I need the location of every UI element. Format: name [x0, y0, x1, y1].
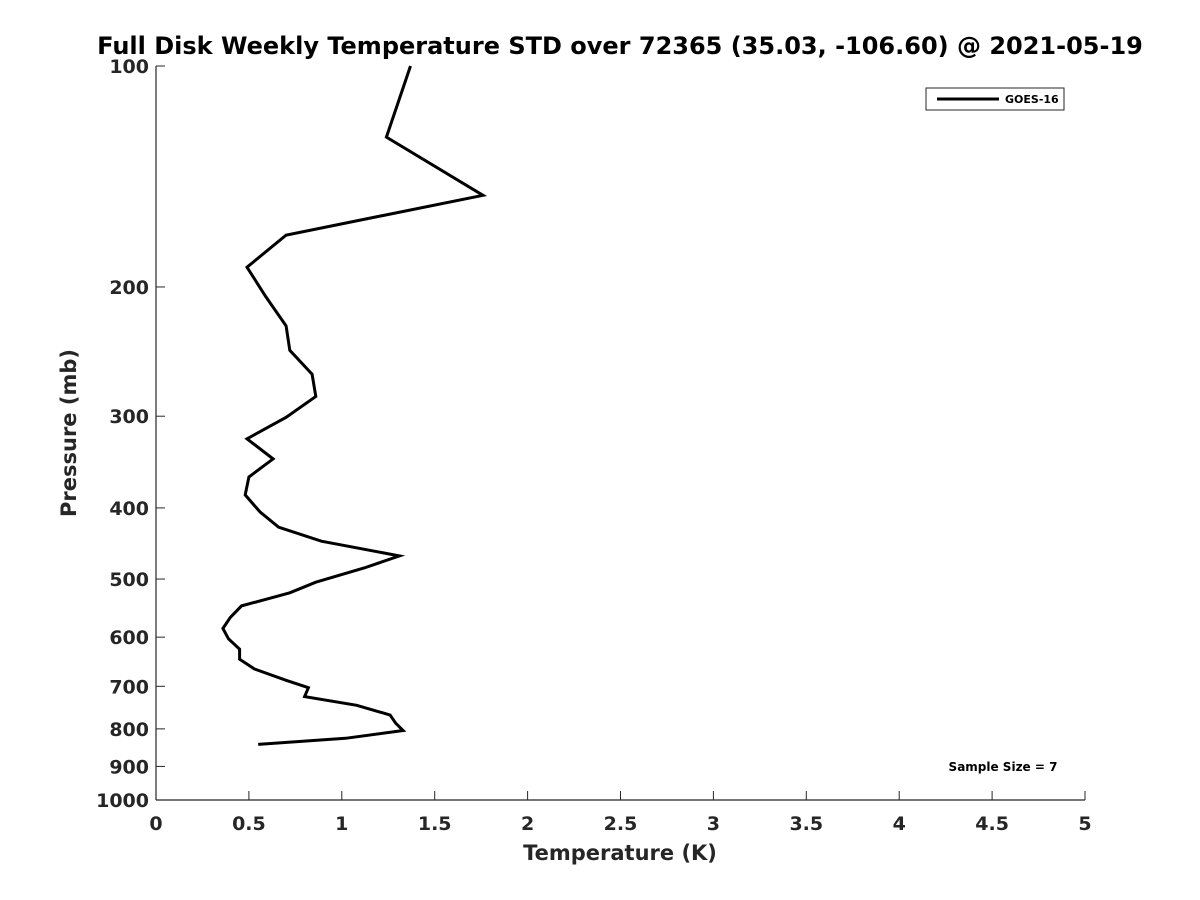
y-tick-label: 500 [109, 569, 149, 591]
x-tick-label: 0.5 [232, 813, 266, 835]
x-ticks: 0 0.5 1 1.5 2 2.5 3 3.5 4 4.5 5 [149, 791, 1092, 835]
legend-label: GOES-16 [1005, 93, 1059, 106]
y-tick-label: 100 [109, 56, 149, 78]
y-axis-label: Pressure (mb) [57, 349, 81, 517]
y-tick-label: 1000 [96, 790, 149, 812]
x-tick-label: 3 [707, 813, 720, 835]
x-tick-label: 1 [335, 813, 348, 835]
x-axis-label: Temperature (K) [523, 841, 717, 865]
y-tick-label: 600 [109, 627, 149, 649]
series-line-goes-16 [221, 65, 488, 746]
x-tick-label: 2 [521, 813, 534, 835]
y-tick-label: 200 [109, 277, 149, 299]
y-tick-label: 400 [109, 498, 149, 520]
x-tick-label: 4.5 [975, 813, 1009, 835]
chart-title: Full Disk Weekly Temperature STD over 72… [97, 32, 1143, 60]
y-ticks: 100 200 300 400 500 600 700 800 900 1000 [96, 56, 165, 812]
series-group [221, 65, 488, 746]
x-tick-label: 2.5 [604, 813, 638, 835]
y-tick-label: 700 [109, 676, 149, 698]
x-tick-label: 3.5 [789, 813, 823, 835]
y-tick-label: 900 [109, 756, 149, 778]
x-tick-label: 1.5 [418, 813, 452, 835]
x-tick-label: 0 [149, 813, 162, 835]
axes [155, 66, 1085, 801]
legend: GOES-16 [925, 87, 1065, 111]
sample-size-annotation: Sample Size = 7 [949, 760, 1058, 774]
x-tick-label: 4 [893, 813, 906, 835]
y-tick-label: 800 [109, 719, 149, 741]
x-tick-label: 5 [1078, 813, 1091, 835]
y-tick-label: 300 [109, 406, 149, 428]
